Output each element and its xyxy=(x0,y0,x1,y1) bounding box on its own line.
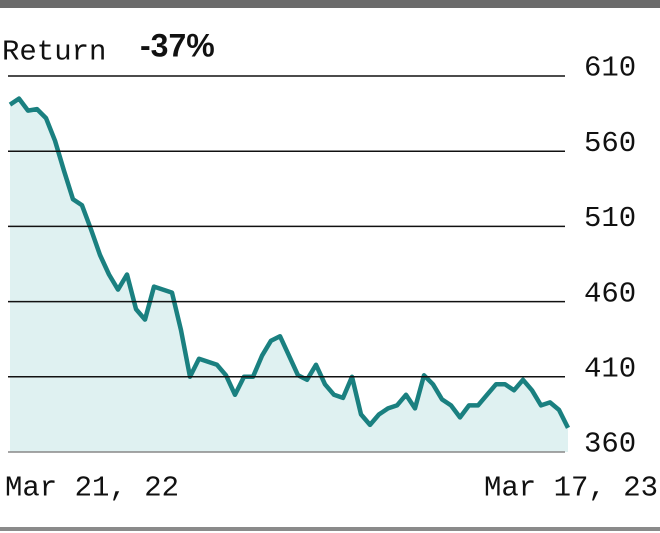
y-tick-label: 510 xyxy=(584,202,636,235)
top-bar xyxy=(0,0,660,8)
line xyxy=(8,96,571,429)
x-tick-label: Mar 17, 23 xyxy=(484,472,658,505)
y-tick-label: 560 xyxy=(584,127,636,160)
y-tick-label: 410 xyxy=(584,352,636,385)
bottom-bar xyxy=(0,527,660,531)
chart-title: Return xyxy=(2,36,106,69)
area-fill xyxy=(10,98,568,452)
x-tick-label: Mar 21, 22 xyxy=(5,472,179,505)
y-tick-label: 360 xyxy=(584,428,636,461)
y-tick-label: 610 xyxy=(584,52,636,85)
chart-subtitle: -37% xyxy=(140,27,215,63)
y-tick-label: 460 xyxy=(584,277,636,310)
